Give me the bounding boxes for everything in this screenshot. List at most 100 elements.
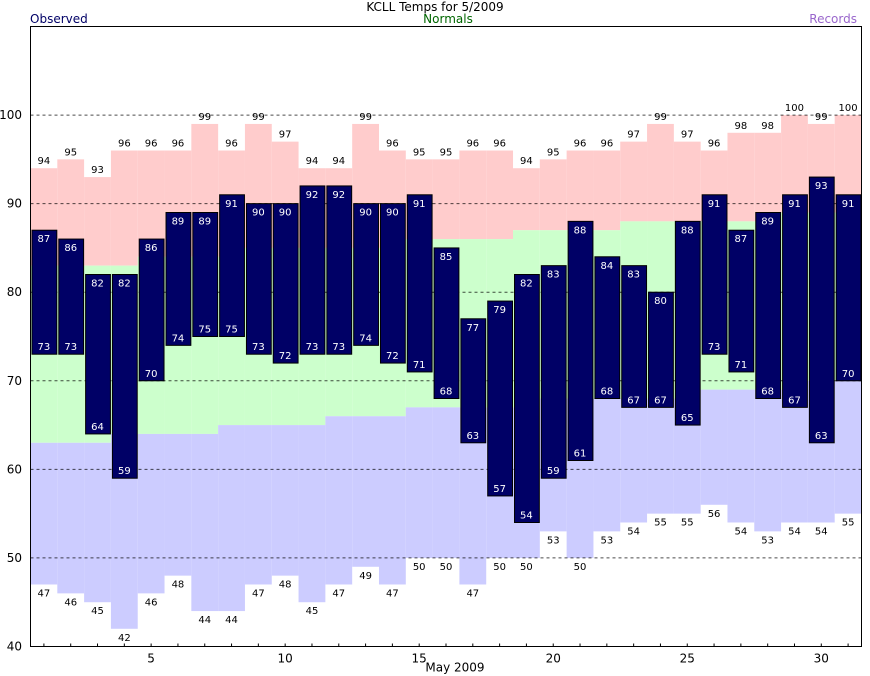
record-high-label: 94 xyxy=(332,156,345,167)
record-low-label: 45 xyxy=(306,606,319,617)
record-low-label: 47 xyxy=(466,589,479,600)
record-high-label: 95 xyxy=(547,147,560,158)
observed-low-label: 68 xyxy=(761,387,774,398)
observed-high-label: 87 xyxy=(38,234,51,245)
record-low-band xyxy=(191,433,219,612)
observed-bar xyxy=(353,203,379,346)
record-low-label: 48 xyxy=(279,580,292,591)
observed-bar xyxy=(648,291,674,408)
observed-high-label: 87 xyxy=(735,234,748,245)
y-tick-label: 40 xyxy=(7,640,22,654)
record-low-band xyxy=(137,433,165,594)
observed-low-label: 73 xyxy=(252,342,265,353)
observed-bar xyxy=(782,194,808,408)
x-axis-label: May 2009 xyxy=(425,661,484,675)
observed-high-label: 84 xyxy=(600,261,613,272)
observed-bar xyxy=(621,265,648,408)
observed-high-label: 86 xyxy=(64,243,77,254)
record-high-label: 98 xyxy=(761,121,774,132)
record-high-band xyxy=(513,168,540,231)
legend-records: Records xyxy=(809,12,857,26)
bar-layer xyxy=(31,176,862,523)
observed-high-label: 89 xyxy=(172,217,185,228)
observed-low-label: 64 xyxy=(91,422,104,433)
record-low-label: 45 xyxy=(91,606,104,617)
record-low-label: 53 xyxy=(600,535,613,546)
record-low-band xyxy=(218,425,245,612)
record-low-label: 55 xyxy=(842,518,855,529)
observed-low-label: 73 xyxy=(306,342,319,353)
legend-normals: Normals xyxy=(423,12,473,26)
record-low-band xyxy=(298,425,326,603)
record-low-band xyxy=(325,416,353,585)
record-low-label: 44 xyxy=(198,615,211,626)
record-low-band xyxy=(405,407,433,558)
record-high-label: 96 xyxy=(708,139,721,150)
record-high-band xyxy=(620,141,648,222)
record-high-label: 97 xyxy=(627,130,640,141)
observed-bar xyxy=(487,300,514,497)
observed-bar xyxy=(433,247,460,399)
observed-low-label: 73 xyxy=(708,342,721,353)
observed-bar xyxy=(192,212,219,337)
record-low-band xyxy=(834,380,862,514)
observed-low-label: 67 xyxy=(654,395,667,406)
observed-bar xyxy=(219,194,245,337)
observed-bar xyxy=(58,238,85,355)
observed-low-label: 71 xyxy=(413,360,426,371)
record-low-band xyxy=(593,398,621,532)
y-tick-label: 60 xyxy=(7,462,22,476)
observed-high-label: 93 xyxy=(815,181,828,192)
observed-bar xyxy=(299,185,326,355)
y-tick-label: 90 xyxy=(7,197,22,211)
record-high-label: 99 xyxy=(252,112,265,123)
observed-bar xyxy=(165,212,192,346)
record-high-label: 97 xyxy=(279,130,292,141)
record-low-label: 55 xyxy=(681,518,694,529)
observed-high-label: 91 xyxy=(788,199,801,210)
observed-bar xyxy=(245,203,272,355)
observed-low-label: 70 xyxy=(842,369,855,380)
observed-bar xyxy=(674,220,701,426)
record-high-label: 96 xyxy=(145,139,158,150)
observed-high-label: 80 xyxy=(654,296,667,307)
record-high-band xyxy=(84,177,111,266)
observed-low-label: 70 xyxy=(145,369,158,380)
record-high-band xyxy=(727,132,755,222)
observed-bar xyxy=(406,194,433,373)
record-high-label: 99 xyxy=(198,112,211,123)
observed-low-label: 59 xyxy=(118,466,131,477)
observed-bar xyxy=(835,194,862,382)
y-tick-label: 80 xyxy=(7,285,22,299)
observed-high-label: 88 xyxy=(574,225,587,236)
record-high-label: 94 xyxy=(520,156,533,167)
record-low-band xyxy=(84,442,111,603)
record-low-label: 56 xyxy=(708,509,721,520)
observed-low-label: 72 xyxy=(279,351,292,362)
observed-bar xyxy=(540,265,567,479)
record-high-label: 97 xyxy=(681,130,694,141)
record-high-label: 99 xyxy=(815,112,828,123)
record-high-label: 96 xyxy=(600,139,613,150)
observed-high-label: 79 xyxy=(493,305,506,316)
record-low-label: 53 xyxy=(761,535,774,546)
observed-low-label: 67 xyxy=(788,395,801,406)
x-tick-label: 5 xyxy=(147,652,155,666)
observed-low-label: 72 xyxy=(386,351,399,362)
record-low-label: 47 xyxy=(252,589,265,600)
record-low-label: 54 xyxy=(735,527,748,538)
observed-bar xyxy=(138,238,165,382)
record-high-label: 98 xyxy=(735,121,748,132)
observed-high-label: 89 xyxy=(198,217,211,228)
record-low-band xyxy=(271,425,299,576)
record-low-label: 50 xyxy=(520,562,533,573)
observed-high-label: 91 xyxy=(842,199,855,210)
record-low-label: 48 xyxy=(172,580,185,591)
observed-high-label: 83 xyxy=(547,270,560,281)
observed-low-label: 73 xyxy=(332,342,345,353)
record-low-label: 50 xyxy=(493,562,506,573)
record-low-band xyxy=(727,389,755,523)
record-high-label: 100 xyxy=(785,103,804,114)
observed-low-label: 73 xyxy=(38,342,51,353)
observed-high-label: 89 xyxy=(761,217,774,228)
